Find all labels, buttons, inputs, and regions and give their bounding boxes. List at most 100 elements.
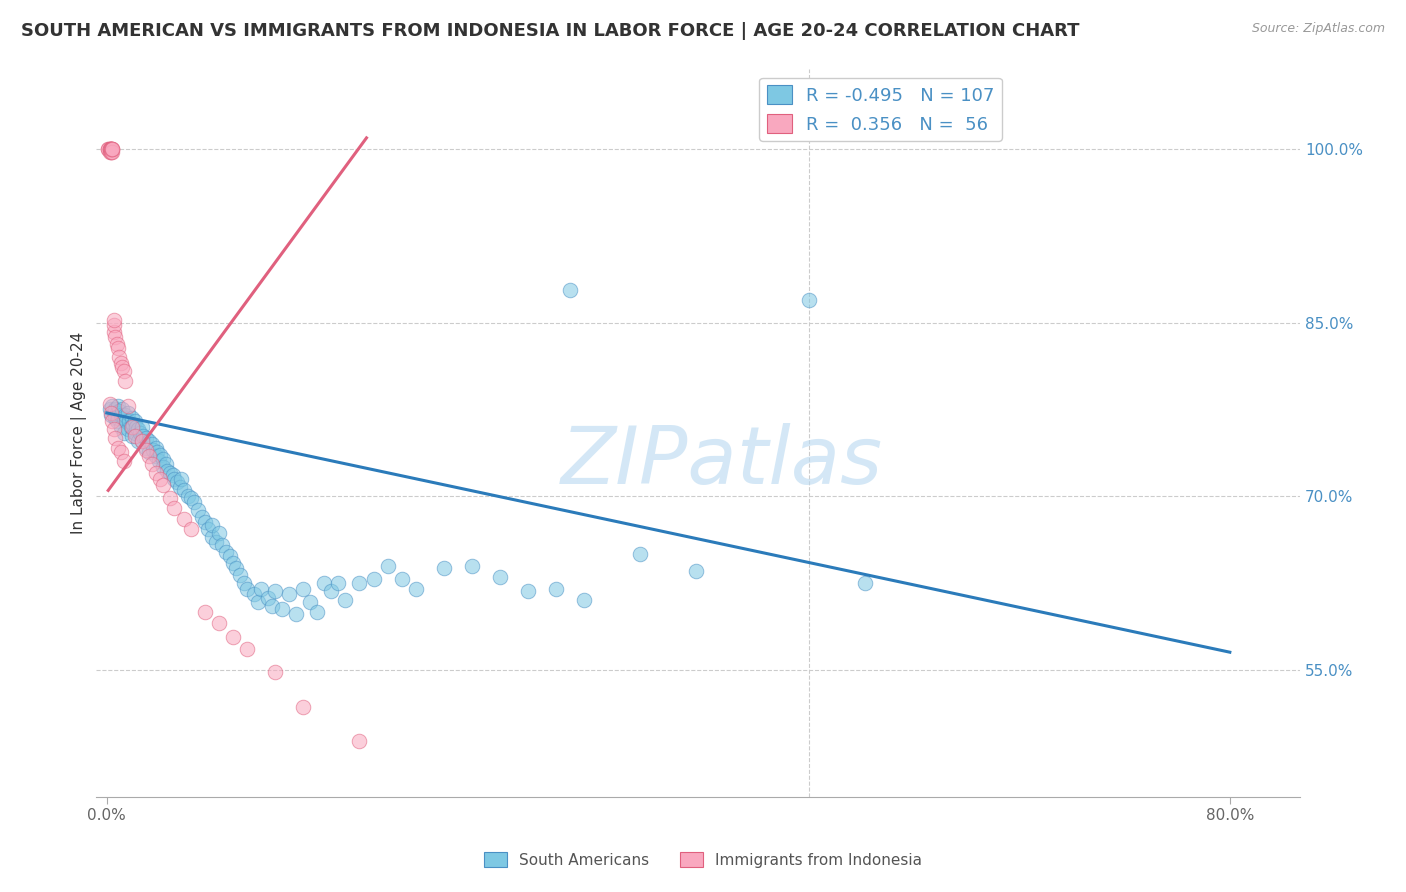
Point	[278, 587, 301, 601]
Point	[292, 582, 315, 596]
Point	[405, 582, 427, 596]
Point	[103, 325, 125, 339]
Point	[114, 409, 136, 423]
Text: Source: ZipAtlas.com: Source: ZipAtlas.com	[1251, 22, 1385, 36]
Point	[233, 575, 256, 590]
Point	[145, 466, 167, 480]
Point	[111, 402, 134, 417]
Point	[100, 143, 122, 157]
Point	[177, 489, 200, 503]
Point	[135, 441, 157, 455]
Point	[118, 414, 141, 428]
Point	[194, 605, 217, 619]
Point	[124, 425, 146, 440]
Point	[122, 417, 145, 432]
Point	[100, 143, 122, 157]
Point	[107, 441, 129, 455]
Point	[257, 591, 280, 605]
Point	[98, 143, 121, 157]
Point	[152, 452, 174, 467]
Point	[170, 472, 193, 486]
Point	[215, 544, 238, 558]
Point	[112, 364, 135, 378]
Point	[98, 143, 121, 157]
Point	[146, 445, 169, 459]
Y-axis label: In Labor Force | Age 20-24: In Labor Force | Age 20-24	[72, 332, 87, 533]
Point	[105, 414, 128, 428]
Point	[105, 406, 128, 420]
Point	[131, 434, 153, 448]
Point	[104, 402, 127, 417]
Point	[117, 406, 139, 420]
Point	[201, 518, 224, 533]
Point	[117, 422, 139, 436]
Point	[236, 641, 259, 656]
Point	[112, 425, 135, 440]
Point	[208, 526, 231, 541]
Point	[180, 522, 202, 536]
Point	[138, 434, 160, 448]
Point	[173, 512, 195, 526]
Point	[169, 480, 191, 494]
Point	[229, 567, 252, 582]
Point	[110, 356, 132, 370]
Point	[125, 419, 148, 434]
Point	[180, 491, 202, 506]
Point	[148, 454, 170, 468]
Point	[112, 454, 135, 468]
Point	[149, 472, 172, 486]
Point	[328, 575, 350, 590]
Point	[104, 329, 127, 343]
Point	[135, 442, 157, 457]
Point	[211, 538, 233, 552]
Point	[117, 399, 139, 413]
Point	[243, 587, 266, 601]
Point	[114, 374, 136, 388]
Point	[110, 409, 132, 423]
Point	[307, 605, 329, 619]
Point	[173, 483, 195, 498]
Point	[205, 535, 228, 549]
Point	[222, 556, 245, 570]
Point	[187, 503, 209, 517]
Point	[433, 561, 456, 575]
Point	[100, 143, 122, 157]
Point	[197, 522, 219, 536]
Point	[335, 593, 357, 607]
Point	[363, 573, 385, 587]
Point	[101, 143, 124, 157]
Point	[572, 593, 595, 607]
Point	[120, 419, 142, 434]
Point	[145, 441, 167, 455]
Point	[124, 414, 146, 428]
Point	[115, 414, 138, 428]
Point	[141, 437, 163, 451]
Point	[107, 399, 129, 413]
Point	[101, 145, 124, 159]
Point	[104, 431, 127, 445]
Legend: South Americans, Immigrants from Indonesia: South Americans, Immigrants from Indones…	[478, 846, 928, 873]
Point	[225, 561, 247, 575]
Point	[121, 429, 143, 443]
Point	[166, 475, 188, 490]
Point	[111, 359, 134, 374]
Point	[461, 558, 484, 573]
Point	[121, 410, 143, 425]
Point	[299, 595, 322, 609]
Point	[138, 449, 160, 463]
Point	[489, 570, 512, 584]
Point	[100, 409, 122, 423]
Point	[262, 599, 284, 613]
Point	[107, 341, 129, 355]
Point	[103, 406, 125, 420]
Point	[107, 410, 129, 425]
Point	[183, 495, 205, 509]
Point	[152, 460, 174, 475]
Point	[101, 399, 124, 413]
Point	[98, 145, 121, 159]
Point	[163, 500, 186, 515]
Point	[104, 410, 127, 425]
Point	[314, 575, 336, 590]
Point	[558, 284, 581, 298]
Point	[152, 477, 174, 491]
